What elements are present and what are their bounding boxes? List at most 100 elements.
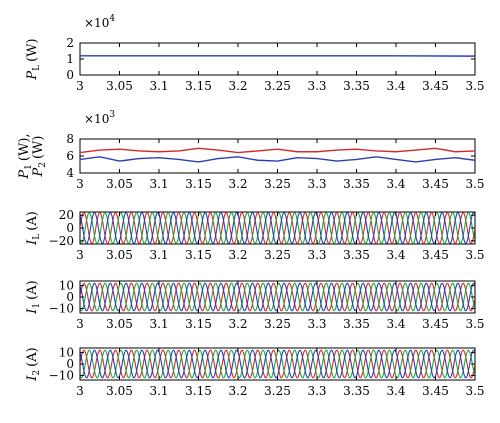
y-tick-label: 0: [66, 68, 74, 82]
y-tick-label: 10: [59, 279, 74, 293]
multiplier-exponent: 4: [109, 14, 115, 24]
y-tick-label: 20: [59, 208, 74, 222]
x-tick-label: 3.05: [106, 177, 133, 191]
series-line-1: [80, 212, 475, 244]
y-axis-label: I2 (A): [25, 347, 42, 381]
x-tick-label: 3.4: [386, 384, 405, 398]
y-label-unit: (W): [31, 136, 46, 160]
y-tick-label: 4: [66, 166, 74, 180]
x-tick-label: 3.25: [264, 317, 291, 331]
y-axis-label-line-1: P1 (W),: [17, 133, 34, 179]
x-tick-label: 3.45: [422, 177, 449, 191]
series-group: [80, 349, 475, 379]
x-tick-label: 3: [76, 384, 84, 398]
y-label-unit: (A): [25, 280, 40, 300]
x-tick-label: 3.15: [185, 79, 212, 93]
y-tick-label: −20: [49, 234, 74, 248]
y-tick-label: 2: [66, 36, 74, 50]
y-tick-label: 10: [59, 346, 74, 360]
x-tick-label: 3.4: [386, 79, 405, 93]
y-label-unit: (W): [25, 38, 40, 62]
y-tick-label: 8: [66, 132, 74, 146]
x-tick-label: 3: [76, 79, 84, 93]
y-tick-label: 0: [66, 357, 74, 371]
y-label-symbol: P: [31, 168, 46, 178]
axis-multiplier: ×103: [84, 110, 115, 126]
x-tick-label: 3.15: [185, 317, 212, 331]
series-line-3: [80, 349, 475, 379]
series-line-1: [80, 349, 475, 379]
y-label-subscript: L: [32, 65, 42, 71]
x-tick-label: 3.1: [149, 177, 168, 191]
y-label-subscript: 1: [24, 164, 34, 170]
x-tick-label: 3.3: [307, 248, 326, 262]
y-label-subscript: L: [32, 234, 42, 240]
y-tick-label: 0: [66, 221, 74, 235]
series-line-3: [80, 282, 475, 312]
axis-multiplier: ×104: [84, 14, 115, 30]
x-tick-label: 3.25: [264, 384, 291, 398]
x-tick-label: 3.25: [264, 79, 291, 93]
y-label-symbol: P: [17, 170, 32, 180]
x-tick-label: 3.3: [307, 79, 326, 93]
multiplier-base: ×10: [84, 16, 109, 30]
x-tick-label: 3.2: [228, 177, 247, 191]
series-line-2: [80, 349, 475, 379]
series-line-2: [80, 282, 475, 312]
x-tick-label: 3.1: [149, 248, 168, 262]
x-tick-label: 3.2: [228, 79, 247, 93]
x-tick-label: 3.2: [228, 317, 247, 331]
x-tick-label: 3.45: [422, 248, 449, 262]
x-tick-label: 3.3: [307, 177, 326, 191]
x-tick-label: 3.15: [185, 248, 212, 262]
x-tick-label: 3.2: [228, 248, 247, 262]
x-tick-label: 3.5: [465, 79, 484, 93]
x-tick-label: 3.45: [422, 79, 449, 93]
plot-area: [79, 138, 476, 174]
multiplier-base: ×10: [84, 112, 109, 126]
x-tick-label: 3.3: [307, 317, 326, 331]
x-tick-label: 3.3: [307, 384, 326, 398]
y-label-symbol: P: [25, 71, 40, 81]
y-tick-label: 1: [66, 52, 74, 66]
y-axis-label: IL (A): [25, 211, 42, 246]
chart-panel-3: 3 3.05 3.1 3.15 3.2 3.25 3.3 3.35 3.4 3.45 3.5 −200…: [25, 208, 485, 262]
x-tick-label: 3.1: [149, 317, 168, 331]
y-label-subscript: 1: [32, 303, 42, 309]
x-tick-label: 3.35: [343, 384, 370, 398]
x-tick-label: 3.5: [465, 177, 484, 191]
x-tick-label: 3.35: [343, 248, 370, 262]
x-tick-label: 3.4: [386, 177, 405, 191]
y-label-symbol: I: [25, 375, 40, 382]
x-tick-label: 3.15: [185, 177, 212, 191]
y-label-symbol: I: [25, 308, 40, 315]
y-label-unit: (W),: [17, 133, 32, 161]
multiplier-exponent: 3: [109, 110, 115, 120]
chart-panel-5: 3 3.05 3.1 3.15 3.2 3.25 3.3 3.35 3.4 3.45 3.5 −100…: [25, 346, 485, 398]
y-label-subscript: 2: [38, 162, 48, 168]
x-tick-label: 3.4: [386, 317, 405, 331]
y-label-subscript: 2: [32, 370, 42, 376]
x-tick-label: 3.35: [343, 317, 370, 331]
plot-area: [79, 42, 476, 76]
x-tick-label: 3: [76, 177, 84, 191]
x-tick-label: 3.25: [264, 177, 291, 191]
x-tick-label: 3: [76, 248, 84, 262]
series-line-2: [80, 156, 475, 163]
x-tick-label: 3.05: [106, 248, 133, 262]
y-tick-label: 6: [66, 149, 74, 163]
y-tick-label: −10: [49, 301, 74, 315]
x-tick-label: 3.15: [185, 384, 212, 398]
x-tick-label: 3.45: [422, 384, 449, 398]
x-tick-label: 3: [76, 317, 84, 331]
x-tick-label: 3.05: [106, 317, 133, 331]
y-axis-label: I1 (A): [25, 280, 42, 314]
x-tick-label: 3.5: [465, 248, 484, 262]
y-label-unit: (A): [25, 211, 40, 231]
y-tick-label: 0: [66, 290, 74, 304]
x-tick-label: 3.45: [422, 317, 449, 331]
x-tick-label: 3.1: [149, 384, 168, 398]
x-tick-label: 3.05: [106, 79, 133, 93]
series-line-1: [80, 147, 475, 154]
